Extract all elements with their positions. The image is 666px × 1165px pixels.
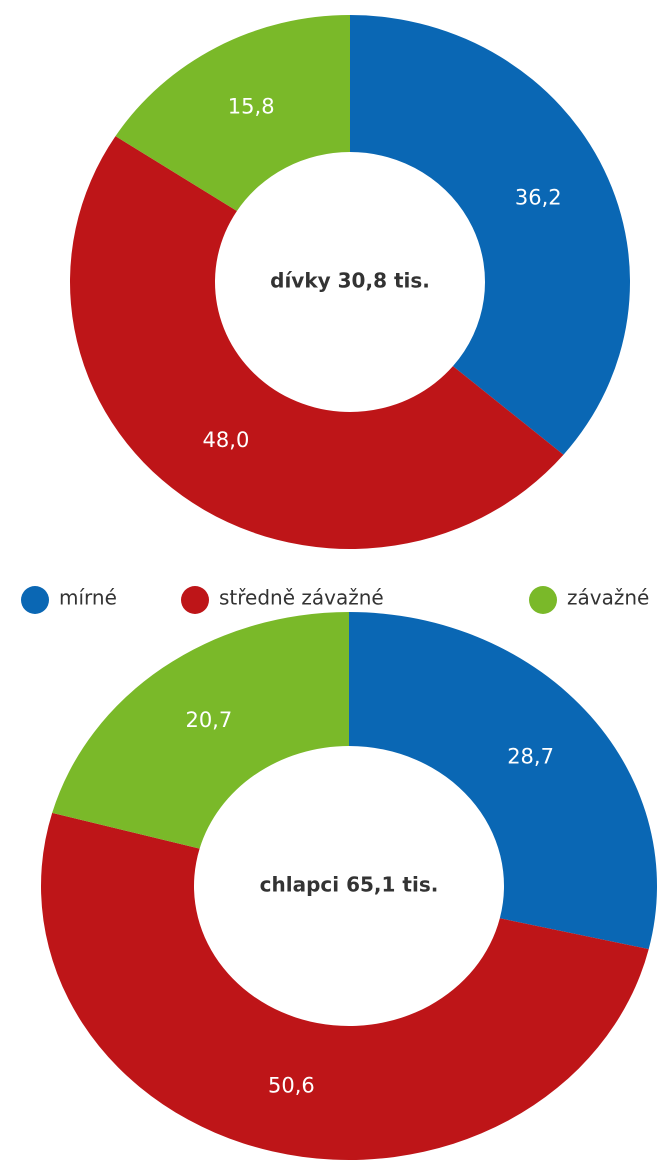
- legend-swatch: [181, 586, 209, 614]
- legend-label: středně závažné: [219, 586, 384, 610]
- center-title: dívky 30,8 tis.: [270, 269, 430, 293]
- legend-label: závažné: [567, 586, 649, 610]
- value-label: 48,0: [203, 428, 250, 452]
- donut-segment: [350, 15, 630, 455]
- value-label: 15,8: [228, 94, 275, 118]
- value-label: 36,2: [515, 186, 562, 210]
- donut-segment: [41, 812, 649, 1160]
- legend-swatch: [21, 586, 49, 614]
- donut-segment: [70, 136, 564, 549]
- value-label: 50,6: [268, 1073, 315, 1097]
- center-title: chlapci 65,1 tis.: [260, 873, 439, 897]
- value-label: 28,7: [507, 745, 554, 769]
- legend-label: mírné: [59, 586, 117, 610]
- donut-segment: [349, 612, 657, 950]
- donut-segment: [115, 15, 350, 211]
- value-label: 20,7: [185, 708, 232, 732]
- legend-swatch: [529, 586, 557, 614]
- donut-segment: [52, 612, 350, 849]
